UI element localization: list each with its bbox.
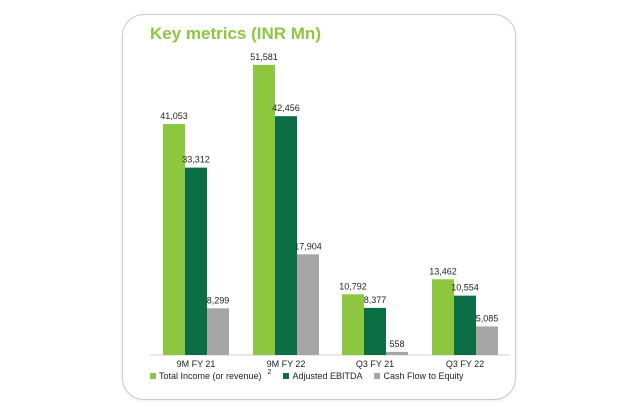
bar-total-income-or-revenue-9m-fy-22 <box>253 64 275 355</box>
bar-label-cash-flow-to-equity-q3-fy-21: 558 <box>389 339 404 349</box>
category-label-9m-fy-22: 9M FY 22 <box>267 359 306 369</box>
bar-labels-group: 41,053 33,312 8,299 51,581 42,456 17,904 10,79… <box>160 52 498 349</box>
bar-total-income-or-revenue-q3-fy-21 <box>342 294 364 355</box>
category-label-q3-fy-22: Q3 FY 22 <box>446 359 484 369</box>
legend-footnote: 2 <box>267 368 272 376</box>
bar-adjusted-ebitda-q3-fy-22 <box>454 295 476 355</box>
bar-adjusted-ebitda-9m-fy-22 <box>275 116 297 355</box>
bar-label-adjusted-ebitda-q3-fy-22: 10,554 <box>451 283 479 293</box>
bar-label-cash-flow-to-equity-9m-fy-21: 8,299 <box>207 295 230 305</box>
bar-label-total-income-or-revenue-q3-fy-22: 13,462 <box>429 266 457 276</box>
bar-label-adjusted-ebitda-9m-fy-22: 42,456 <box>272 103 300 113</box>
bars-group <box>163 64 498 355</box>
bar-cash-flow-to-equity-q3-fy-21 <box>386 351 408 355</box>
legend: Total Income (or revenue) 2 Adjusted EBI… <box>150 368 464 381</box>
bar-cash-flow-to-equity-q3-fy-22 <box>476 326 498 355</box>
legend-item-adjusted-ebitda: Adjusted EBITDA <box>283 371 362 381</box>
legend-label-cash-flow: Cash Flow to Equity <box>383 371 464 381</box>
chart-title: Key metrics (INR Mn) <box>150 24 321 43</box>
category-label-9m-fy-21: 9M FY 21 <box>177 359 216 369</box>
legend-swatch-adjusted-ebitda <box>283 373 290 379</box>
legend-swatch-cash-flow <box>374 373 381 379</box>
bar-adjusted-ebitda-9m-fy-21 <box>185 167 207 355</box>
legend-swatch-total-income <box>150 373 156 379</box>
legend-item-cash-flow: Cash Flow to Equity <box>374 371 464 381</box>
bar-total-income-or-revenue-q3-fy-22 <box>432 279 454 355</box>
category-label-q3-fy-21: Q3 FY 21 <box>356 359 394 369</box>
bar-label-adjusted-ebitda-q3-fy-21: 8,377 <box>364 295 387 305</box>
bar-label-total-income-or-revenue-q3-fy-21: 10,792 <box>339 281 367 291</box>
bar-cash-flow-to-equity-9m-fy-22 <box>297 254 319 355</box>
bar-label-total-income-or-revenue-9m-fy-21: 41,053 <box>160 111 188 121</box>
bar-total-income-or-revenue-9m-fy-21 <box>163 124 185 355</box>
bar-label-cash-flow-to-equity-9m-fy-22: 17,904 <box>294 241 322 251</box>
bar-cash-flow-to-equity-9m-fy-21 <box>207 308 229 355</box>
bar-label-adjusted-ebitda-9m-fy-21: 33,312 <box>182 155 210 165</box>
category-labels-group: 9M FY 21 9M FY 22 Q3 FY 21 Q3 FY 22 <box>177 359 485 369</box>
legend-item-total-income: Total Income (or revenue) 2 <box>150 368 272 381</box>
legend-label-adjusted-ebitda: Adjusted EBITDA <box>292 371 363 381</box>
bar-adjusted-ebitda-q3-fy-21 <box>364 307 386 355</box>
bar-label-cash-flow-to-equity-q3-fy-22: 5,085 <box>476 313 499 323</box>
bar-label-total-income-or-revenue-9m-fy-22: 51,581 <box>250 52 278 62</box>
legend-label-total-income: Total Income (or revenue) <box>159 371 262 381</box>
